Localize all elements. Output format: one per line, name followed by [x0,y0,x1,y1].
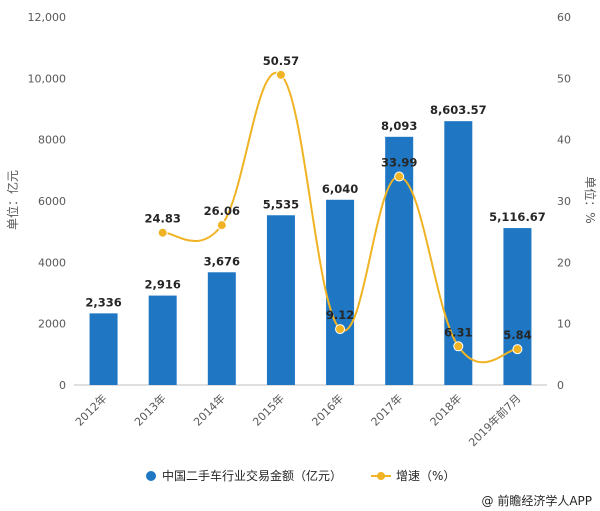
bar [207,272,236,385]
bar-value-label: 5,535 [263,197,299,211]
growth-marker [275,69,286,80]
bar [444,121,473,385]
y-tick-label: 8000 [38,134,66,147]
growth-marker [335,324,346,335]
growth-value-label: 26.06 [204,204,240,218]
y-axis-ticks: 0 2000 4000 6000 8000 10,000 12,000 [28,11,67,392]
bar-value-label: 2,916 [144,278,180,292]
bar-value-label: 3,676 [204,254,240,268]
legend-line-label: 增速（%） [396,469,455,483]
growth-value-label: 9.12 [326,308,354,322]
x-tick-label: 2018年 [427,391,464,428]
y2-tick-label: 60 [557,11,571,24]
x-tick-label: 2014年 [190,391,227,428]
bar [326,199,355,385]
x-tick-label: 2019年前7月 [466,391,524,449]
y2-axis-ticks: 0 10 20 30 40 50 60 [557,11,571,392]
growth-value-label: 24.83 [144,212,180,226]
growth-marker [512,344,523,355]
y2-tick-label: 0 [557,379,564,392]
x-tick-label: 2015年 [250,391,287,428]
source-note: @ 前瞻经济学人APP [482,493,593,508]
x-tick-label: 2012年 [72,391,109,428]
growth-value-label: 50.57 [263,54,299,68]
y-tick-label: 2000 [38,318,66,331]
y2-tick-label: 20 [557,256,571,269]
legend: 中国二手车行业交易金额（亿元） 增速（%） [146,468,455,483]
growth-data-labels: 24.83 26.06 50.57 9.12 33.99 6.31 5.84 [144,54,531,342]
y-tick-label: 6000 [38,195,66,208]
bar-value-label: 8,093 [381,119,417,133]
bar-value-label: 2,336 [85,295,121,309]
growth-value-label: 5.84 [503,328,531,342]
y2-tick-label: 50 [557,72,571,85]
legend-bar-label: 中国二手车行业交易金额（亿元） [162,468,342,483]
bar-series [89,121,532,385]
legend-line-marker [377,472,385,480]
y2-tick-label: 10 [557,318,571,331]
y-tick-label: 4000 [38,256,66,269]
y-axis-title: 单位：亿元 [5,170,20,230]
bar-value-label: 8,603.57 [430,103,487,117]
growth-marker [216,220,227,231]
bar-data-labels: 2,336 2,916 3,676 5,535 6,040 8,093 8,603.57 5,… [85,103,545,309]
x-tick-label: 2017年 [368,391,405,428]
growth-marker [157,227,168,238]
x-tick-label: 2016年 [309,391,346,428]
y2-tick-label: 30 [557,195,571,208]
y2-tick-label: 40 [557,134,571,147]
y2-axis-title: 单位：% [583,176,598,223]
bar-value-label: 5,116.67 [489,210,546,224]
x-tick-label: 2013年 [131,391,168,428]
bar [266,215,295,385]
growth-value-label: 6.31 [444,325,472,339]
bar [148,295,177,385]
legend-bar-swatch [146,471,156,481]
y-tick-label: 10,000 [28,72,67,85]
growth-value-label: 33.99 [381,156,417,170]
bar [89,313,118,385]
bar-value-label: 6,040 [322,182,358,196]
x-axis-ticks: 2012年 2013年 2014年 2015年 2016年 2017年 2018年 2019年… [72,391,523,449]
y-tick-label: 12,000 [28,11,67,24]
growth-marker [394,171,405,182]
bar [503,228,532,385]
growth-markers [157,69,523,355]
y-tick-label: 0 [59,379,66,392]
growth-marker [453,341,464,352]
